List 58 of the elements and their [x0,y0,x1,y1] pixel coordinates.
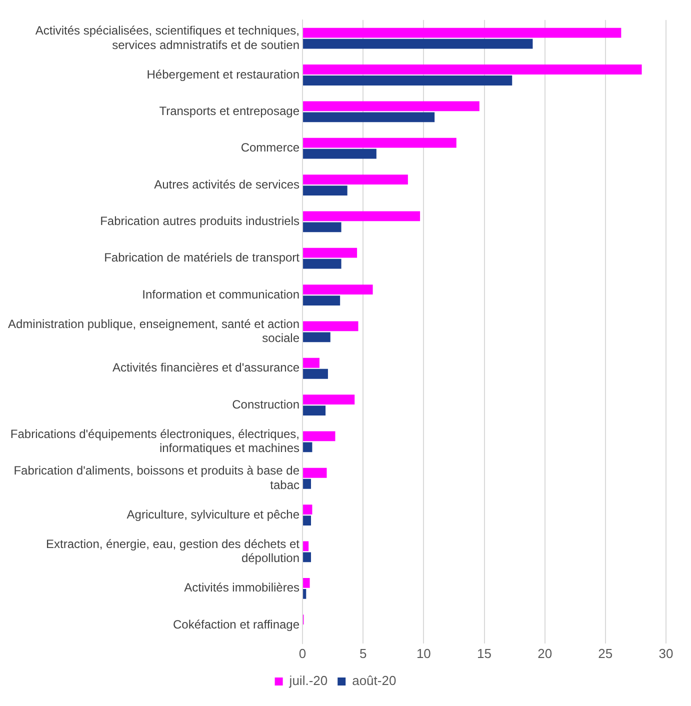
x-tick-label: 0 [298,646,306,661]
bar [303,541,309,552]
x-tick-label: 25 [598,646,613,661]
y-tick-label: Activités spécialisées, scientifiques et techniques, services admnistratifs et de soutien [35,23,300,52]
y-tick-label: Activités immobilières [184,580,300,595]
bar [303,148,376,159]
bar [303,431,336,442]
bar [303,174,408,184]
bar [303,504,312,515]
bar [303,296,340,306]
bar [303,588,306,599]
bar [303,211,420,222]
bar [303,552,311,562]
y-tick-label: Information et communication [142,287,300,302]
bar [303,442,312,452]
y-tick-label: Fabrication d'aliments, boissons et produits à base de tabac [14,463,300,492]
y-tick-label: Fabrication autres produits industriels [100,214,300,228]
bar [303,478,311,489]
legend-label: juil.-20 [288,673,328,688]
bar [303,258,342,269]
y-tick-label: Hébergement et restauration [146,67,300,82]
x-tick-label: 10 [416,646,431,661]
x-tick-label: 15 [477,646,492,661]
bar [303,112,435,122]
bar [303,321,358,332]
y-tick-label: Cokéfaction et raffinage [172,617,300,632]
y-tick-label: Fabrications d'équipements électroniques, électriques, informatiques et machines [10,426,300,456]
bar [303,28,622,38]
bar [303,248,358,258]
bar [303,578,310,588]
bar [303,516,311,526]
bar [303,101,480,112]
bar [303,76,512,86]
bar [303,64,642,74]
x-tick-label: 5 [359,646,367,661]
y-tick-label: Autres activités de services [154,177,300,192]
bar [303,368,328,379]
y-tick-label: Extraction, énergie, eau, gestion des déchets et dépollution [46,536,300,566]
bar [303,406,326,416]
y-tick-label: Administration publique, enseignement, santé et action sociale [8,316,300,346]
x-tick-label: 20 [538,646,552,661]
y-tick-label: Fabrication de matériels de transport [104,250,300,265]
bar [303,358,320,368]
y-tick-label: Transports et entreposage [159,104,300,118]
y-tick-label: Construction [232,397,300,412]
bar [303,186,348,196]
bar [303,332,330,342]
bar [303,284,373,294]
y-tick-label: Commerce [240,140,300,155]
legend-label: août-20 [352,673,396,688]
bar [303,394,355,404]
bar [303,222,342,232]
bar [303,138,456,148]
bar [303,468,327,478]
bar [303,38,533,49]
x-tick-label: 30 [658,646,674,661]
y-tick-label: Activités financières et d'assurance [112,360,300,375]
y-tick-label: Agriculture, sylviculture et pêche [126,507,300,522]
